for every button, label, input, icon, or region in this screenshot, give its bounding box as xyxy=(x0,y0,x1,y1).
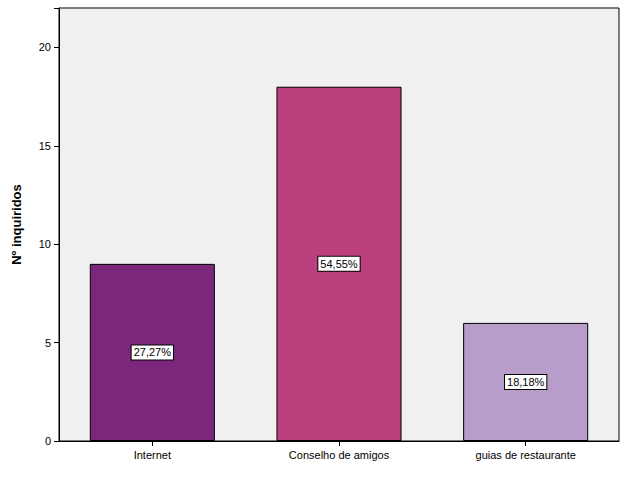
svg-text:Nº inquiridos: Nº inquiridos xyxy=(9,184,24,265)
svg-text:5: 5 xyxy=(45,337,51,349)
svg-text:Conselho de amigos: Conselho de amigos xyxy=(289,449,390,461)
svg-text:15: 15 xyxy=(39,140,51,152)
svg-text:54,55%: 54,55% xyxy=(320,258,358,270)
svg-text:guias de restaurante: guias de restaurante xyxy=(476,449,576,461)
svg-text:20: 20 xyxy=(39,41,51,53)
svg-text:0: 0 xyxy=(45,435,51,447)
svg-text:Internet: Internet xyxy=(134,449,171,461)
svg-text:27,27%: 27,27% xyxy=(134,346,172,358)
svg-text:18,18%: 18,18% xyxy=(507,376,545,388)
svg-text:10: 10 xyxy=(39,238,51,250)
